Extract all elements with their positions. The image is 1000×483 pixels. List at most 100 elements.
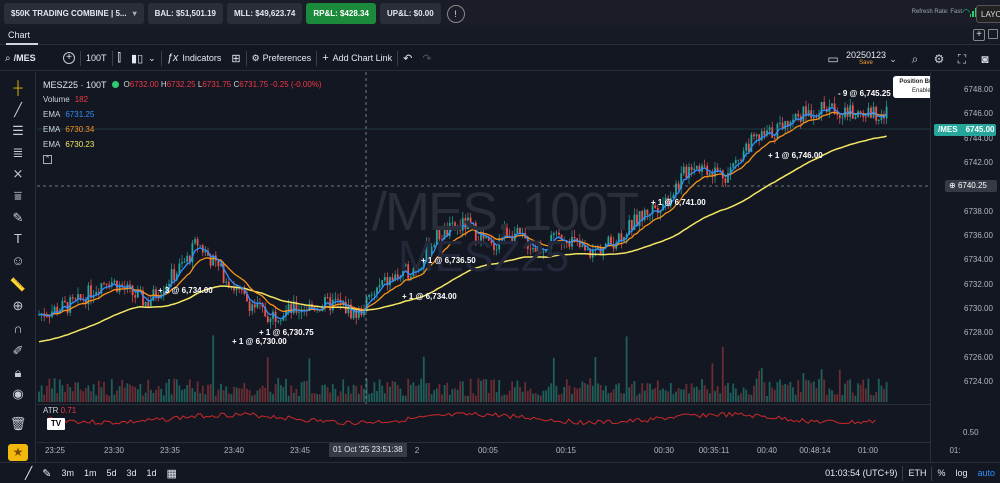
- auto-toggle[interactable]: auto: [977, 468, 995, 478]
- brush-icon[interactable]: ✎: [12, 210, 24, 225]
- candle-body: [503, 227, 506, 239]
- atr-legend[interactable]: ATR 0.71: [43, 406, 77, 415]
- tradingview-logo[interactable]: TV: [47, 418, 65, 430]
- compare-add-button[interactable]: +: [58, 46, 80, 71]
- chevron-down-icon[interactable]: ⌄: [889, 54, 897, 64]
- candle-body: [607, 236, 610, 244]
- price-axis[interactable]: 6748.006746.006744.006742.006740.006738.…: [930, 72, 1000, 462]
- volume-bar: [149, 389, 152, 402]
- indicators-button[interactable]: ƒx Indicators: [166, 52, 222, 64]
- volume-bar: [61, 385, 64, 402]
- volume-bar: [311, 393, 313, 402]
- text-icon[interactable]: T: [14, 231, 22, 246]
- percent-toggle[interactable]: %: [937, 468, 946, 478]
- tab-chart[interactable]: Chart: [8, 30, 31, 40]
- legend-ema-fast[interactable]: EMA 6731.25: [43, 110, 95, 119]
- volume-bar: [474, 395, 477, 402]
- legend-collapse[interactable]: ⌃: [43, 152, 322, 167]
- volume-bar: [799, 392, 802, 402]
- status-dot-icon: [111, 81, 119, 88]
- camera-icon[interactable]: ◙: [981, 52, 989, 66]
- volume-bar: [110, 379, 113, 402]
- legend-symbol[interactable]: MESZ25 · 100T: [43, 79, 107, 90]
- legend-ema-mid[interactable]: EMA 6730.34: [43, 125, 95, 134]
- redo-button[interactable]: ↷: [417, 46, 436, 71]
- timeframe-1m[interactable]: 1m: [83, 468, 97, 478]
- interval-button[interactable]: 100T: [86, 53, 107, 63]
- timeframe-5d[interactable]: 5d: [106, 468, 117, 478]
- price-chart[interactable]: [37, 72, 930, 404]
- undo-button[interactable]: ↶: [398, 46, 417, 71]
- candle-body: [251, 304, 254, 311]
- bar-type-button[interactable]: ⫿: [113, 46, 127, 71]
- add-tab-button[interactable]: +: [973, 29, 985, 41]
- volume-bar: [480, 380, 482, 402]
- candle-body: [703, 165, 706, 167]
- zoom-in-icon[interactable]: ⊕: [12, 298, 24, 313]
- volume-bar: [602, 390, 605, 402]
- volume-bar: [386, 382, 389, 402]
- lock-icon[interactable]: 🔒︎: [14, 365, 22, 380]
- trend-line-icon[interactable]: ╱: [14, 102, 22, 117]
- channel-icon[interactable]: ≣: [12, 145, 24, 160]
- emoji-icon[interactable]: ☺: [11, 253, 25, 268]
- candle-body: [87, 285, 90, 305]
- pattern-icon[interactable]: ⨯: [12, 166, 24, 181]
- layout-button[interactable]: LAYOU: [976, 5, 1000, 23]
- candle-body: [168, 284, 170, 287]
- calendar-icon[interactable]: ▦: [166, 467, 177, 480]
- time-axis[interactable]: 23:25 23:30 23:35 23:40 23:45 2 00:05 00:15 00:3…: [37, 442, 961, 462]
- preferences-button[interactable]: ⚙ Preferences: [251, 52, 312, 64]
- eye-icon[interactable]: ◉: [12, 386, 24, 401]
- log-toggle[interactable]: log: [955, 468, 968, 478]
- symbol-search[interactable]: ⌕/MES: [5, 52, 36, 64]
- volume-bar: [844, 383, 846, 402]
- maximize-icon[interactable]: [988, 29, 998, 39]
- volume-bar: [175, 379, 178, 402]
- volume-bar: [199, 393, 202, 402]
- magnet-icon[interactable]: ∩: [13, 321, 23, 336]
- zoom-icon[interactable]: ⌕: [911, 52, 919, 66]
- settings-icon[interactable]: ⚙: [933, 52, 945, 66]
- candle-body: [324, 297, 326, 309]
- candle-body: [435, 229, 438, 245]
- timeframe-1d[interactable]: 1d: [146, 468, 157, 478]
- crosshair-icon[interactable]: ┼: [13, 80, 23, 95]
- legend-ema-slow[interactable]: EMA 6730.23: [43, 140, 95, 149]
- pencil-lock-icon[interactable]: ✐: [12, 343, 24, 358]
- date-picker[interactable]: 20250123 Save: [845, 50, 887, 66]
- trash-icon[interactable]: 🗑︎: [9, 416, 27, 431]
- fullscreen-icon[interactable]: ⛶: [957, 52, 967, 66]
- volume-bar: [825, 394, 828, 402]
- volume-bar: [370, 392, 373, 402]
- candle-body: [654, 205, 657, 208]
- candle-type-button[interactable]: ▮▯ ⌄: [126, 46, 161, 71]
- volume-bar: [831, 390, 833, 402]
- candle-body: [84, 299, 87, 305]
- star-icon[interactable]: ★: [8, 444, 28, 461]
- timeframe-3d[interactable]: 3d: [126, 468, 137, 478]
- candle-body: [753, 134, 755, 137]
- timeframe-3m[interactable]: 3m: [61, 468, 74, 478]
- volume-bar: [186, 385, 189, 402]
- edit-icon[interactable]: ✎: [42, 467, 52, 480]
- candle-body: [802, 106, 805, 122]
- info-icon[interactable]: !: [446, 4, 465, 23]
- time-tick: 00:30: [653, 446, 675, 455]
- legend-volume[interactable]: Volume 182: [43, 95, 89, 104]
- volume-bar: [747, 394, 750, 402]
- replay-icon[interactable]: ▭: [827, 52, 839, 66]
- ruler-icon[interactable]: 📏: [9, 277, 27, 292]
- cursor-price-label[interactable]: ⊕ 6740.25: [945, 180, 997, 192]
- fib-icon[interactable]: ⩸: [14, 188, 22, 203]
- volume-bar: [248, 390, 251, 402]
- account-selector[interactable]: $50K TRADING COMBINE | 5... ▾: [4, 3, 144, 24]
- draw-line-icon[interactable]: ╱: [25, 466, 33, 480]
- session-toggle[interactable]: ETH: [908, 468, 927, 478]
- clock[interactable]: 01:03:54 (UTC+9): [825, 468, 898, 478]
- add-chart-link-button[interactable]: + Add Chart Link: [322, 52, 393, 64]
- templates-button[interactable]: ⊞: [226, 46, 245, 71]
- volume-bar: [857, 383, 859, 402]
- horizontal-lines-icon[interactable]: ☰: [12, 123, 24, 138]
- volume-bar: [701, 379, 703, 402]
